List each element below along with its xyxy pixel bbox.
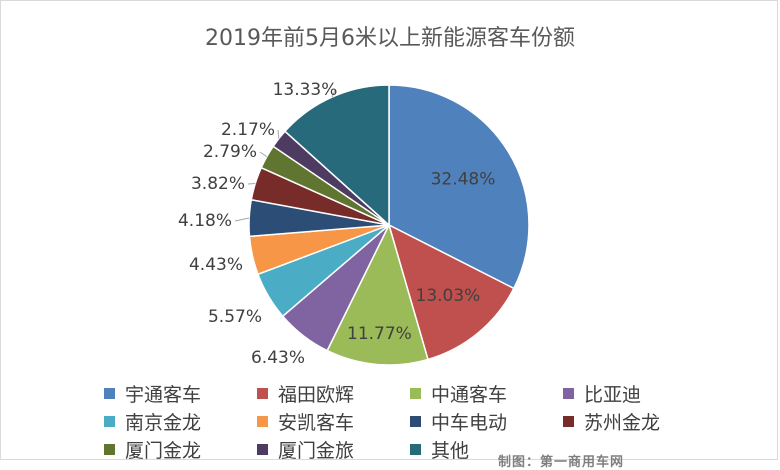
slice-value-label-11: 13.33%: [273, 80, 338, 100]
legend-label: 中车电动: [431, 411, 508, 434]
legend-item-10: 厦门金旅: [257, 436, 410, 462]
legend-item-11: 其他: [410, 436, 563, 462]
pie-slice-11: [283, 84, 390, 227]
slice-value-label-4: 6.43%: [251, 348, 305, 368]
leader-line-7: [234, 217, 250, 222]
slice-value-label-6: 4.43%: [189, 255, 243, 275]
legend-item-6: 安凯客车: [257, 408, 410, 434]
legend-label: 厦门金旅: [278, 439, 355, 462]
legend-swatch: [257, 387, 268, 399]
legend-label: 苏州金龙: [584, 411, 661, 434]
slice-value-label-9: 2.79%: [203, 142, 257, 162]
leader-line-9: [259, 151, 268, 158]
leader-line-8: [247, 182, 256, 185]
legend-swatch: [563, 387, 574, 399]
pie-slice-2: [387, 223, 515, 361]
legend-item-4: 比亚迪: [563, 380, 716, 406]
leader-line-11: [331, 89, 336, 98]
slice-value-label-8: 3.82%: [191, 174, 245, 194]
legend-swatch: [410, 387, 421, 399]
pie-slice-1: [388, 84, 530, 290]
slice-value-label-5: 5.57%: [208, 307, 262, 327]
chart-frame: [0, 0, 778, 460]
legend-item-2: 福田欧辉: [257, 380, 410, 406]
legend-item-3: 中通客车: [410, 380, 563, 406]
legend-swatch: [410, 443, 421, 455]
watermark: 制图：第一商用车网: [498, 455, 625, 470]
legend-swatch: [104, 443, 115, 455]
slice-value-label-3: 11.77%: [347, 324, 412, 344]
legend-label: 中通客车: [431, 383, 508, 406]
legend-item-5: 南京金龙: [104, 408, 257, 434]
pie-slice-3: [326, 222, 429, 366]
chart-title: 2019年前5月6米以上新能源客车份额: [205, 26, 575, 51]
legend-label: 南京金龙: [125, 411, 202, 434]
legend: 宇通客车 福田欧辉 中通客车 比亚迪南京金龙 安凯客车 中车电动 苏州金龙厦门金龙 厦门金旅 其…: [104, 380, 724, 462]
legend-label: 福田欧辉: [278, 383, 355, 406]
legend-item-8: 苏州金龙: [563, 408, 716, 434]
legend-swatch: [563, 415, 574, 427]
legend-swatch: [257, 415, 268, 427]
legend-label: 其他: [431, 439, 470, 462]
slice-value-label-10: 2.17%: [221, 120, 275, 140]
leader-line-10: [277, 129, 280, 139]
legend-swatch: [410, 415, 421, 427]
legend-swatch: [257, 443, 268, 455]
legend-label: 宇通客车: [125, 383, 202, 406]
legend-item-1: 宇通客车: [104, 380, 257, 406]
legend-swatch: [104, 387, 115, 399]
legend-swatch: [104, 415, 115, 427]
legend-item-9: 厦门金龙: [104, 436, 257, 462]
slice-value-label-2: 13.03%: [416, 286, 481, 306]
slice-value-label-7: 4.18%: [178, 211, 232, 231]
legend-label: 安凯客车: [278, 411, 355, 434]
legend-label: 厦门金龙: [125, 439, 202, 462]
legend-item-7: 中车电动: [410, 408, 563, 434]
legend-label: 比亚迪: [584, 383, 642, 406]
slice-value-label-1: 32.48%: [431, 170, 496, 190]
